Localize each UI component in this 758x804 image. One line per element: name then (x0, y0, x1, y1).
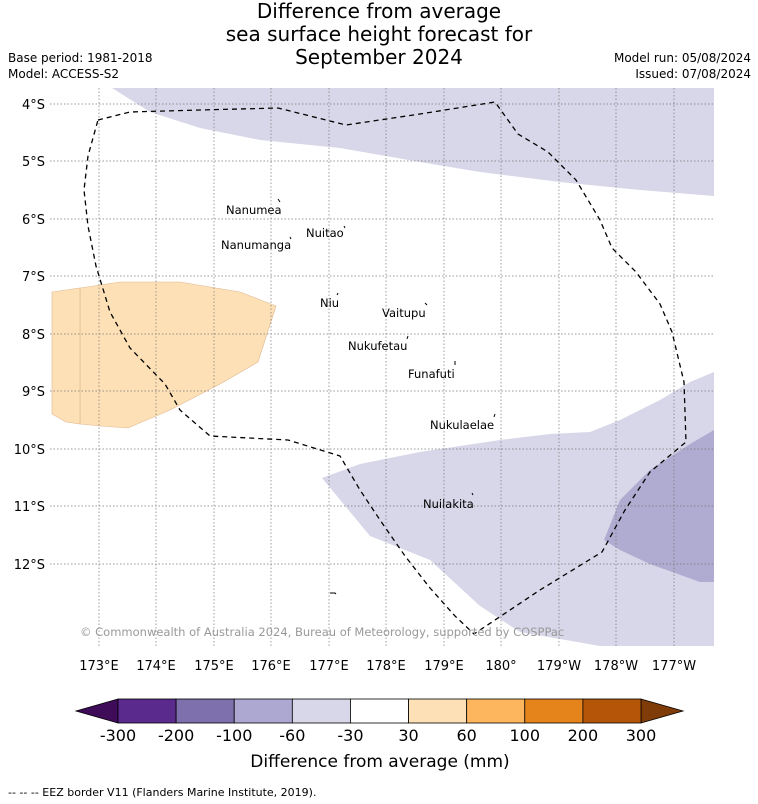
colorbar-segment (524, 698, 584, 724)
title-line-3: September 2024 (295, 45, 463, 69)
colorbar-label: Difference from average (mm) (250, 752, 509, 772)
lat-label: 9°S (22, 385, 45, 400)
colorbar-segment (175, 698, 235, 724)
colorbar-segment (582, 698, 642, 724)
colorbar-segment (117, 698, 177, 724)
colorbar-tick-label: -30 (337, 726, 363, 745)
model-run: Model run: 05/08/2024 (613, 51, 751, 65)
colorbar-tick-label: -300 (100, 726, 136, 745)
eez-border (83, 101, 687, 635)
island-labels: Nanumea Nuitao Nanumanga Niu Vaitupu Nuk… (221, 203, 494, 511)
island-label-nanumea: Nanumea (226, 203, 282, 217)
colorbar-segment (408, 698, 468, 724)
colorbar-tick-label: -200 (158, 726, 194, 745)
island-label-nanumanga: Nanumanga (221, 238, 291, 252)
model-name: Model: ACCESS-S2 (8, 67, 120, 81)
island-label-niu: Niu (320, 296, 339, 310)
island-label-nukufetau: Nukufetau (348, 339, 407, 353)
colorbar-segment (233, 698, 293, 724)
lon-label: 177°W (652, 659, 696, 674)
lon-label: 177°E (309, 659, 349, 674)
colorbar-segment (466, 698, 526, 724)
lat-label: 12°S (14, 558, 45, 573)
colorbar-tick-label: -60 (279, 726, 305, 745)
colorbar-tick-label: 300 (626, 726, 657, 745)
colorbar-under-arrow (74, 698, 119, 724)
eez-legend: -- -- -- EEZ border V11 (Flanders Marine… (8, 786, 317, 799)
colorbar-segments (117, 698, 642, 724)
lon-label: 178°E (366, 659, 406, 674)
island-label-nukulaelae: Nukulaelae (430, 418, 494, 432)
anomaly-region-negative-north (112, 88, 714, 196)
lon-label: 176°E (251, 659, 291, 674)
island-label-nuitao: Nuitao (306, 226, 344, 240)
colorbar-segment (350, 698, 409, 724)
island-label-funafuti: Funafuti (408, 367, 455, 381)
lat-label: 7°S (22, 270, 45, 285)
colorbar-tick-label: 200 (568, 726, 599, 745)
title-line-1: Difference from average (256, 0, 502, 23)
colorbar-over-arrow (640, 698, 685, 724)
lat-label: 5°S (22, 155, 45, 170)
lat-label: 6°S (22, 213, 45, 228)
base-period: Base period: 1981-2018 (8, 51, 153, 65)
lon-label: 179°W (537, 659, 581, 674)
anomaly-region-negative-south (322, 372, 714, 646)
lat-label: 8°S (22, 328, 45, 343)
lon-label: 180° (485, 659, 516, 674)
lon-label: 174°E (136, 659, 176, 674)
longitude-labels: 173°E 174°E 175°E 176°E 177°E 178°E 179°… (79, 659, 696, 674)
copyright-notice: © Commonwealth of Australia 2024, Bureau… (80, 625, 564, 639)
island-label-nuilakita: Nuilakita (423, 497, 474, 511)
latitude-labels: 4°S 5°S 6°S 7°S 8°S 9°S 10°S 11°S 12°S (14, 98, 45, 573)
island-shapes (277, 198, 496, 595)
colorbar-segment (291, 698, 351, 724)
lat-label: 10°S (14, 443, 45, 458)
lon-label: 178°W (594, 659, 638, 674)
colorbar-tick-label: 100 (510, 726, 541, 745)
island-label-vaitupu: Vaitupu (382, 306, 426, 320)
issued-date: Issued: 07/08/2024 (635, 67, 751, 81)
anomaly-region-positive (80, 281, 277, 429)
lat-label: 4°S (22, 98, 45, 113)
anomaly-layer (80, 88, 714, 646)
colorbar: -300 -200 -100 -60 -30 30 60 100 200 300 Differen… (74, 698, 685, 772)
anomaly-region-positive-west (51, 287, 81, 425)
graticule (50, 88, 714, 646)
lon-label: 175°E (194, 659, 234, 674)
lon-label: 173°E (79, 659, 119, 674)
colorbar-tick-label: -100 (216, 726, 252, 745)
colorbar-tick-label: 30 (398, 726, 418, 745)
colorbar-ticks: -300 -200 -100 -60 -30 30 60 100 200 300 (100, 726, 656, 745)
title-line-2: sea surface height forecast for (225, 22, 533, 46)
colorbar-tick-label: 60 (456, 726, 476, 745)
lat-label: 11°S (14, 500, 45, 515)
lon-label: 179°E (424, 659, 464, 674)
